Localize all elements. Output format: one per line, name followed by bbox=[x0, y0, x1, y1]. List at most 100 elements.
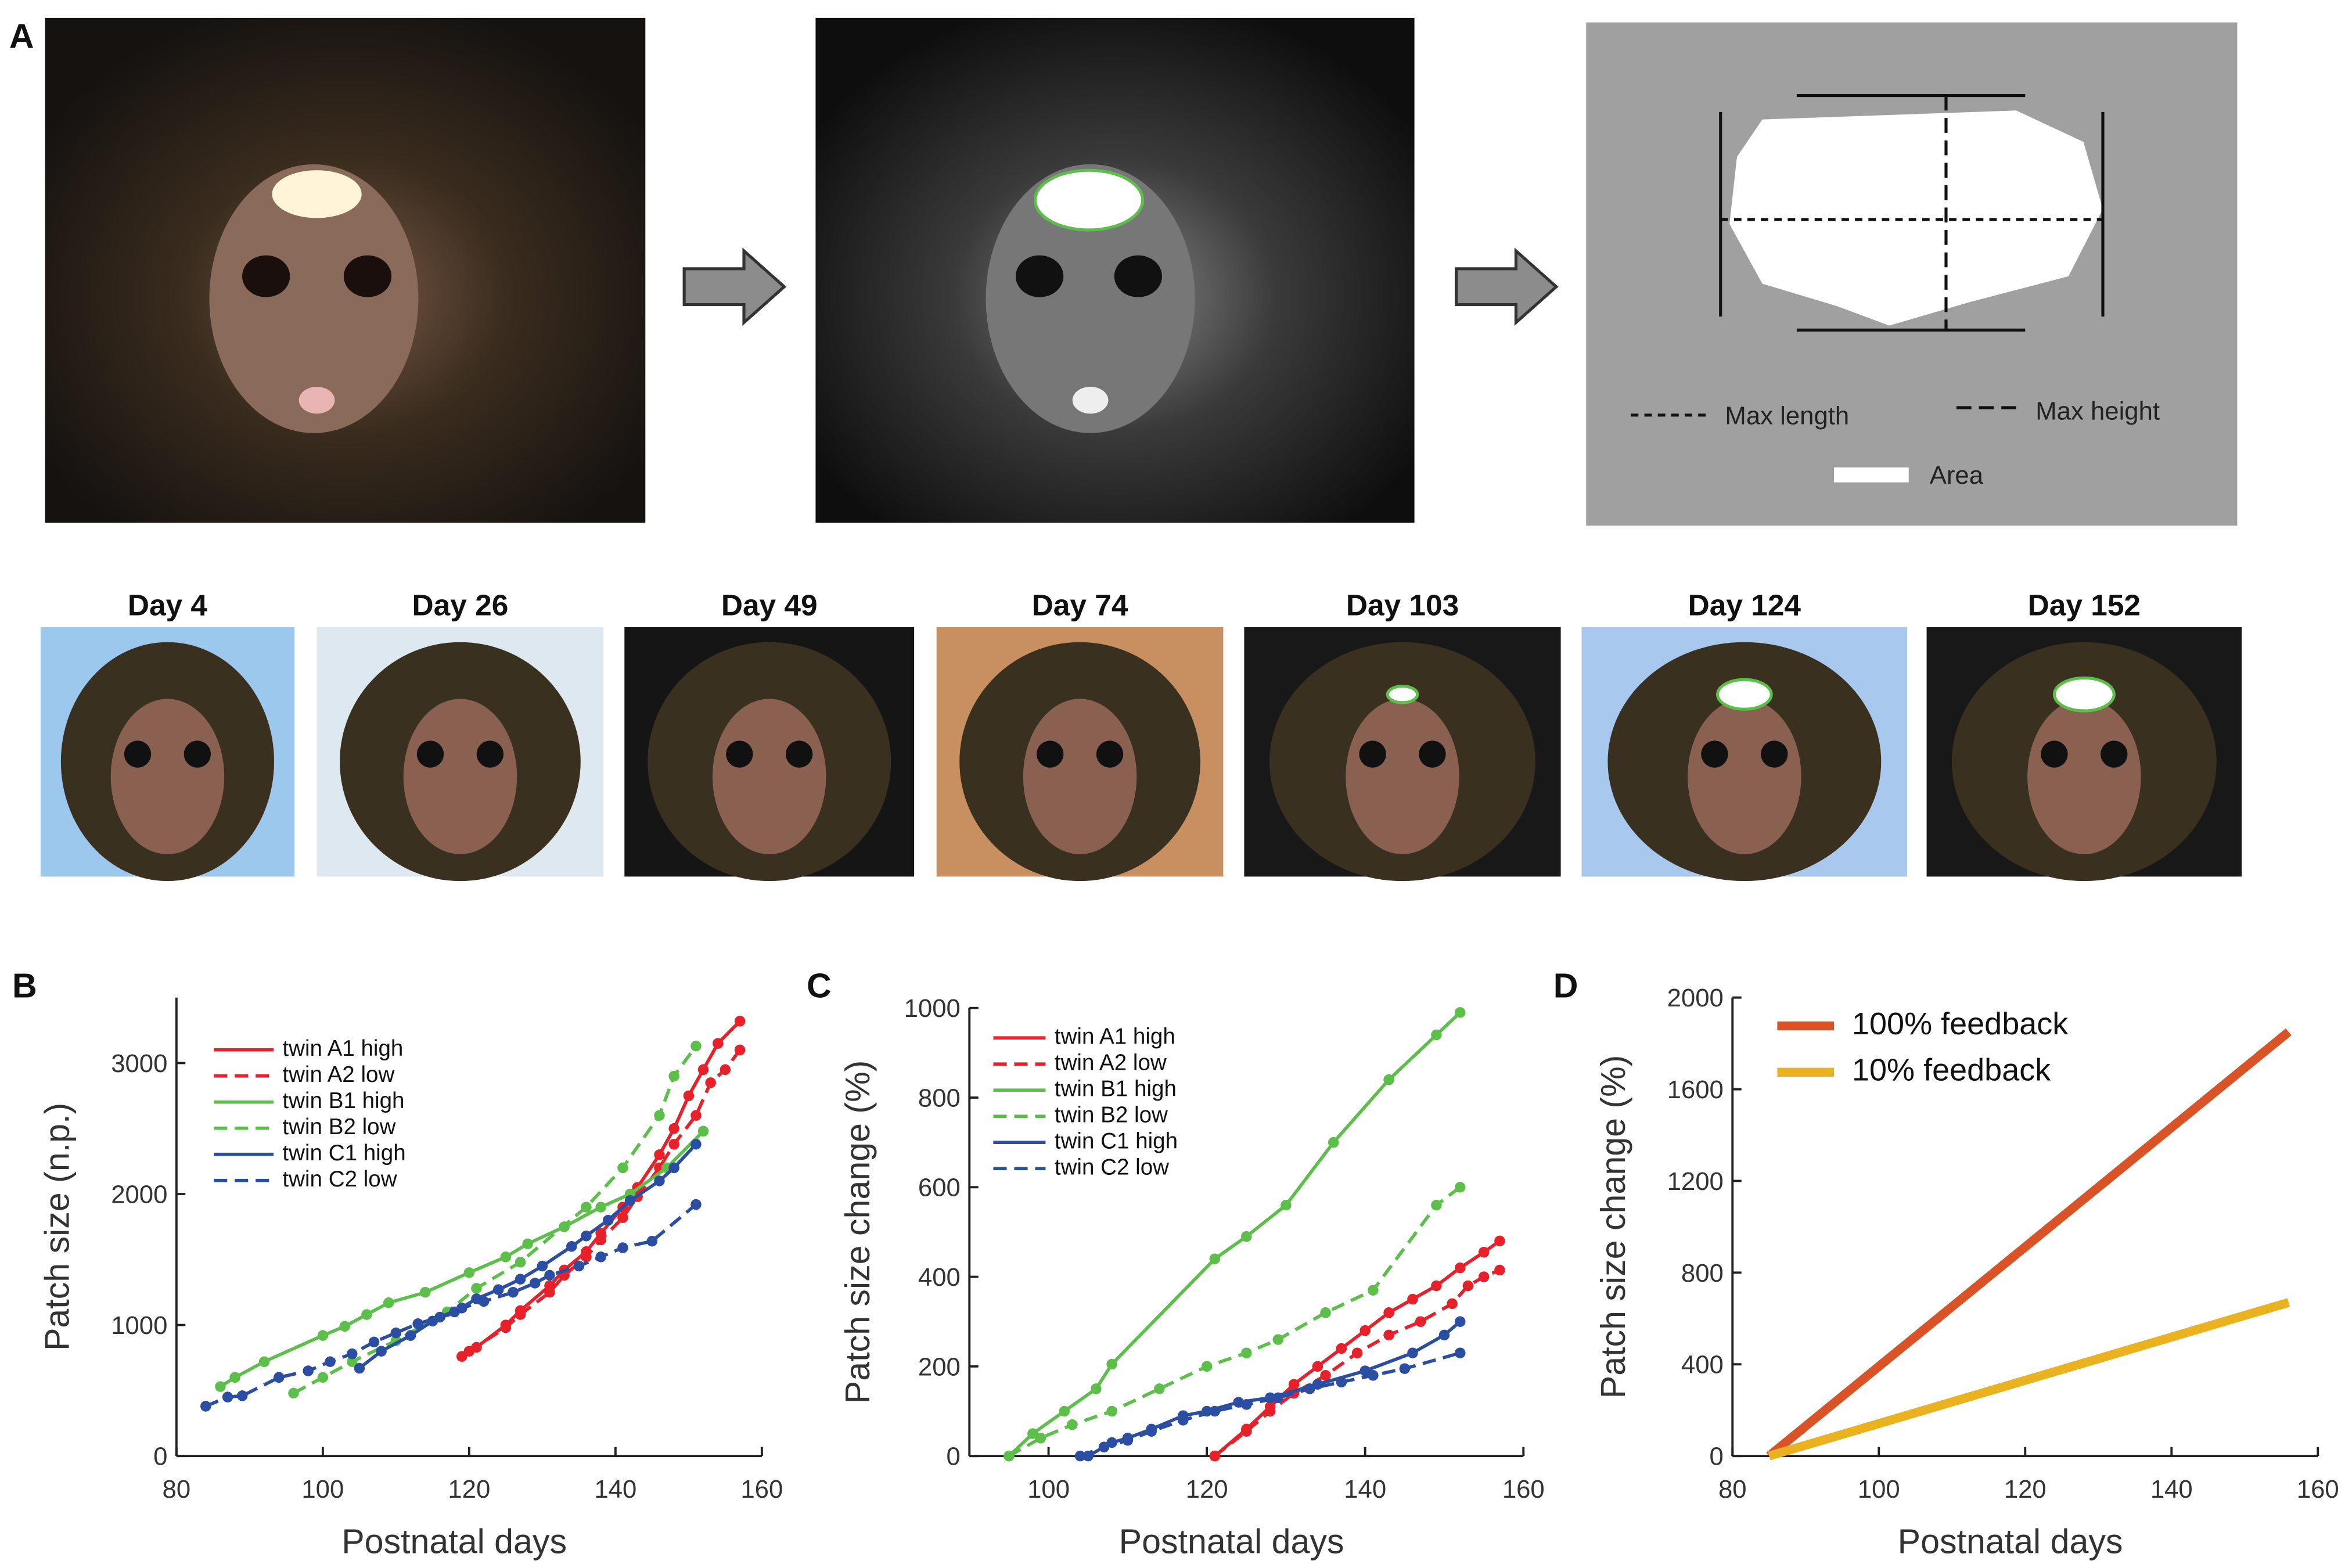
x-tick-label: 100 bbox=[1027, 1475, 1070, 1504]
data-point bbox=[1494, 1264, 1505, 1276]
data-point bbox=[339, 1321, 350, 1332]
data-point bbox=[1059, 1405, 1070, 1417]
series-line bbox=[358, 1143, 697, 1370]
data-point bbox=[347, 1356, 358, 1368]
data-point bbox=[1438, 1329, 1450, 1341]
data-point bbox=[200, 1401, 211, 1412]
day-photo bbox=[316, 627, 604, 882]
data-point bbox=[317, 1372, 329, 1383]
photo-eye bbox=[124, 740, 152, 768]
y-tick-label: 1000 bbox=[904, 994, 961, 1023]
y-axis-label: Patch size (n.p.) bbox=[38, 1103, 77, 1351]
series-line bbox=[293, 1045, 697, 1395]
legend-label: twin A2 low bbox=[1055, 1050, 1167, 1075]
legend-label: twin A1 high bbox=[282, 1036, 403, 1061]
data-point bbox=[544, 1286, 555, 1298]
y-tick-label: 2000 bbox=[1667, 984, 1724, 1012]
legend-label: twin B2 low bbox=[1055, 1102, 1168, 1127]
data-point bbox=[368, 1336, 380, 1348]
data-point bbox=[420, 1286, 431, 1298]
y-tick-label: 600 bbox=[918, 1174, 961, 1202]
data-point bbox=[690, 1040, 702, 1052]
y-tick-label: 400 bbox=[1681, 1351, 1724, 1379]
legend-label: twin C2 low bbox=[282, 1167, 397, 1192]
legend-label: 100% feedback bbox=[1852, 1006, 2069, 1041]
data-point bbox=[222, 1391, 233, 1402]
data-point bbox=[1106, 1358, 1117, 1370]
data-point bbox=[1146, 1426, 1157, 1437]
legend-label: twin B1 high bbox=[282, 1088, 404, 1113]
data-point bbox=[258, 1356, 270, 1368]
data-point bbox=[1455, 1316, 1466, 1327]
series-line bbox=[1766, 1028, 2292, 1460]
y-tick-label: 1200 bbox=[1667, 1167, 1724, 1196]
x-axis-label: Postnatal days bbox=[1119, 1522, 1344, 1560]
data-point bbox=[1288, 1379, 1300, 1390]
data-point bbox=[624, 1195, 636, 1206]
data-point bbox=[347, 1348, 358, 1360]
photo-eye bbox=[416, 740, 444, 768]
data-point bbox=[1106, 1405, 1117, 1417]
data-point bbox=[463, 1346, 475, 1357]
data-point bbox=[1383, 1074, 1394, 1085]
data-point bbox=[1455, 1182, 1466, 1193]
data-point bbox=[1035, 1433, 1046, 1444]
data-point bbox=[317, 1330, 329, 1341]
data-point bbox=[434, 1311, 445, 1323]
photo-eye bbox=[184, 740, 211, 768]
data-point bbox=[705, 1077, 716, 1088]
y-tick-label: 400 bbox=[918, 1263, 961, 1292]
data-point bbox=[1272, 1392, 1284, 1404]
arrow bbox=[682, 247, 787, 326]
photo-patch bbox=[1716, 678, 1773, 711]
data-point bbox=[1336, 1343, 1347, 1354]
panel-label: A bbox=[9, 16, 34, 55]
data-point bbox=[405, 1330, 416, 1341]
data-point bbox=[412, 1318, 423, 1329]
day-label: Day 26 bbox=[412, 588, 509, 621]
data-point bbox=[1098, 1441, 1110, 1452]
series-line bbox=[1008, 1011, 1462, 1458]
photo-eye bbox=[2101, 740, 2128, 768]
day-label: Day 4 bbox=[128, 588, 208, 621]
data-point bbox=[1074, 1450, 1086, 1462]
diagram-label: Max length bbox=[1725, 401, 1849, 430]
arrow bbox=[1455, 247, 1559, 326]
data-point bbox=[1312, 1361, 1323, 1372]
data-point bbox=[734, 1016, 746, 1027]
data-point bbox=[713, 1038, 724, 1049]
series-line bbox=[461, 1020, 742, 1358]
panel-label: D bbox=[1553, 966, 1578, 1005]
data-point bbox=[1368, 1285, 1379, 1296]
photo-eye bbox=[1419, 740, 1446, 768]
photo-eye bbox=[1096, 740, 1124, 768]
data-point bbox=[1383, 1329, 1394, 1341]
legend-label: 10% feedback bbox=[1852, 1053, 2051, 1088]
data-point bbox=[720, 1064, 731, 1076]
data-point bbox=[456, 1303, 467, 1314]
data-point bbox=[1154, 1383, 1165, 1394]
data-point bbox=[1399, 1363, 1411, 1374]
data-point bbox=[530, 1278, 541, 1289]
data-point bbox=[390, 1327, 402, 1339]
photo-eye bbox=[1359, 740, 1386, 768]
photo-patch bbox=[1386, 685, 1419, 704]
data-point bbox=[237, 1390, 248, 1401]
x-axis-label: Postnatal days bbox=[341, 1522, 567, 1560]
data-point bbox=[1431, 1029, 1442, 1041]
data-point bbox=[690, 1199, 702, 1210]
data-point bbox=[1455, 1347, 1466, 1358]
data-point bbox=[581, 1202, 592, 1213]
data-point bbox=[595, 1234, 606, 1246]
photo-face bbox=[403, 699, 517, 854]
data-point bbox=[1462, 1280, 1474, 1292]
data-point bbox=[617, 1212, 628, 1223]
y-tick-label: 200 bbox=[918, 1353, 961, 1381]
data-point bbox=[1328, 1137, 1339, 1148]
x-tick-label: 120 bbox=[1186, 1475, 1228, 1504]
data-point bbox=[537, 1260, 548, 1272]
data-point bbox=[493, 1284, 504, 1295]
data-point bbox=[1383, 1307, 1394, 1318]
panel-label: B bbox=[12, 966, 37, 1005]
data-point bbox=[463, 1267, 475, 1278]
